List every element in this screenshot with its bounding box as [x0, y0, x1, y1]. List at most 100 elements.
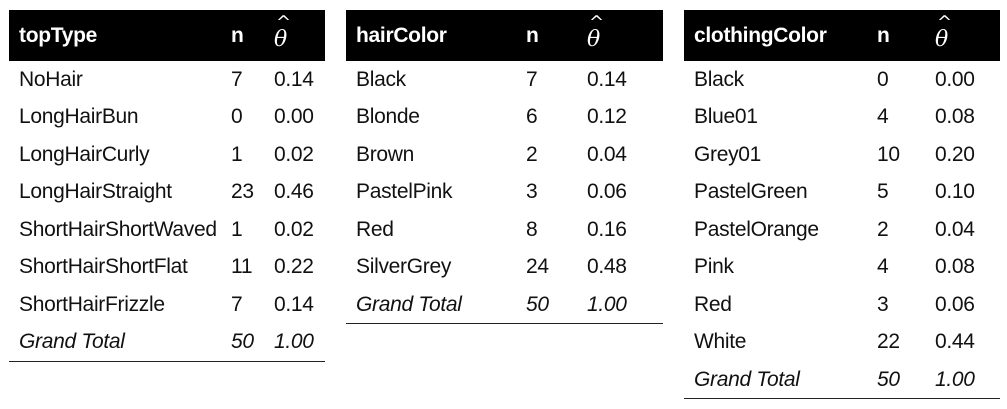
proportion-cell: 0.04 [935, 217, 975, 241]
grand-total-row: Grand Total 50 1.00 [684, 361, 1000, 399]
haircolor-table: hairColor n ^ θ Black 7 0.14 Blonde 6 0.12 Br… [346, 10, 663, 324]
category-cell: ShortHairShortWaved [19, 217, 217, 241]
table-row: Black 7 0.14 [346, 61, 663, 99]
column-header-n: n [877, 23, 890, 47]
count-cell: 11 [231, 255, 253, 279]
table-header-row: topType n ^ θ [9, 10, 325, 61]
proportion-cell: 0.20 [935, 142, 975, 166]
table-row: Red 8 0.16 [346, 211, 663, 249]
category-cell: Black [356, 67, 406, 91]
count-cell: 7 [526, 67, 538, 91]
count-cell: 24 [526, 255, 549, 279]
theta-symbol: θ [935, 26, 948, 52]
proportion-cell: 0.02 [274, 217, 314, 241]
proportion-cell: 0.44 [935, 330, 975, 354]
category-cell: Pink [694, 255, 734, 279]
table-row: Blonde 6 0.12 [346, 99, 663, 137]
table-header-row: hairColor n ^ θ [346, 10, 663, 61]
proportion-cell: 0.48 [587, 255, 627, 279]
column-header-category: clothingColor [694, 23, 827, 47]
category-cell: Black [694, 67, 744, 91]
proportion-cell: 0.08 [935, 255, 975, 279]
count-cell: 5 [877, 180, 889, 204]
category-cell: ShortHairFrizzle [19, 292, 165, 316]
table-row: Grey01 10 0.20 [684, 136, 1000, 174]
count-cell: 7 [231, 292, 243, 316]
table-row: Pink 4 0.08 [684, 249, 1000, 287]
toptype-table: topType n ^ θ NoHair 7 0.14 LongHairBun 0 0.0… [9, 10, 325, 362]
proportion-cell: 0.06 [935, 292, 975, 316]
category-cell: PastelGreen [694, 180, 808, 204]
grand-total-label: Grand Total [346, 286, 516, 324]
count-cell: 10 [877, 142, 900, 166]
table-row: PastelOrange 2 0.04 [684, 211, 1000, 249]
proportion-cell: 0.22 [274, 255, 314, 279]
table-row: Blue01 4 0.08 [684, 99, 1000, 137]
proportion-cell: 0.16 [587, 217, 627, 241]
column-header-n: n [231, 23, 244, 47]
table-row: Black 0 0.00 [684, 61, 1000, 99]
table-row: PastelPink 3 0.06 [346, 174, 663, 212]
table-row: NoHair 7 0.14 [9, 61, 325, 99]
count-cell: 22 [877, 330, 900, 354]
category-cell: LongHairStraight [19, 180, 172, 204]
table-row: LongHairCurly 1 0.02 [9, 136, 325, 174]
category-cell: Red [694, 292, 732, 316]
table-row: PastelGreen 5 0.10 [684, 174, 1000, 212]
count-cell: 1 [231, 217, 243, 241]
grand-total-proportion: 1.00 [264, 323, 325, 362]
category-cell: Blonde [356, 105, 420, 129]
count-cell: 0 [877, 67, 889, 91]
count-cell: 3 [526, 180, 538, 204]
category-cell: White [694, 330, 747, 354]
count-cell: 1 [231, 142, 243, 166]
count-cell: 4 [877, 105, 889, 129]
count-cell: 4 [877, 255, 889, 279]
grand-total-row: Grand Total 50 1.00 [346, 286, 663, 324]
column-header-n: n [526, 23, 539, 47]
table-row: SilverGrey 24 0.48 [346, 249, 663, 287]
proportion-cell: 0.08 [935, 105, 975, 129]
proportion-cell: 0.46 [274, 180, 314, 204]
table-row: ShortHairShortFlat 11 0.22 [9, 249, 325, 287]
category-cell: PastelOrange [694, 217, 819, 241]
hat-accent: ^ [937, 11, 952, 33]
category-cell: PastelPink [356, 180, 453, 204]
grand-total-count: 50 [221, 323, 264, 362]
column-header-theta-hat: ^ θ [925, 10, 1000, 61]
count-cell: 7 [231, 67, 243, 91]
table-row: Red 3 0.06 [684, 286, 1000, 324]
proportion-cell: 0.14 [587, 67, 627, 91]
table-row: Brown 2 0.04 [346, 136, 663, 174]
count-cell: 2 [877, 217, 889, 241]
category-cell: ShortHairShortFlat [19, 255, 188, 279]
table-row: White 22 0.44 [684, 324, 1000, 362]
proportion-cell: 0.06 [587, 180, 627, 204]
category-cell: Red [356, 217, 394, 241]
grand-total-row: Grand Total 50 1.00 [9, 323, 325, 362]
table-header-row: clothingColor n ^ θ [684, 10, 1000, 61]
count-cell: 3 [877, 292, 889, 316]
proportion-cell: 0.00 [274, 105, 314, 129]
count-cell: 6 [526, 105, 538, 129]
proportion-cell: 0.14 [274, 67, 314, 91]
category-cell: Blue01 [694, 105, 758, 129]
table-row: ShortHairShortWaved 1 0.02 [9, 211, 325, 249]
theta-symbol: θ [587, 26, 600, 52]
category-cell: LongHairCurly [19, 142, 150, 166]
proportion-cell: 0.04 [587, 142, 627, 166]
category-cell: NoHair [19, 67, 83, 91]
clothingcolor-table: clothingColor n ^ θ Black 0 0.00 Blue01 4 0.0… [684, 10, 1000, 399]
hat-accent: ^ [589, 11, 604, 33]
proportion-cell: 0.00 [935, 67, 975, 91]
grand-total-label: Grand Total [9, 323, 221, 362]
grand-total-proportion: 1.00 [577, 286, 663, 324]
column-header-theta-hat: ^ θ [577, 10, 663, 61]
proportion-cell: 0.10 [935, 180, 975, 204]
column-header-category: hairColor [356, 23, 447, 47]
category-cell: Grey01 [694, 142, 762, 166]
category-cell: Brown [356, 142, 415, 166]
proportion-cell: 0.12 [587, 105, 627, 129]
hat-accent: ^ [276, 11, 291, 33]
count-cell: 23 [231, 180, 254, 204]
